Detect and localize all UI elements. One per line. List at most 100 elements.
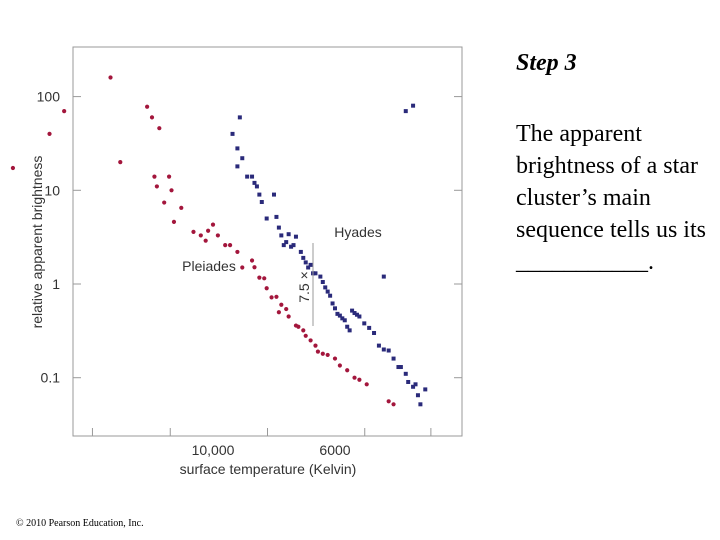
x-tick-label: 6000 bbox=[319, 442, 350, 458]
hyades-point bbox=[354, 312, 359, 317]
hyades-point bbox=[367, 325, 372, 330]
pleiades-point bbox=[391, 402, 396, 407]
pleiades-point bbox=[279, 302, 284, 307]
hyades-point bbox=[276, 225, 281, 230]
pleiades-point bbox=[47, 131, 52, 136]
pleiades-point bbox=[108, 75, 113, 80]
pleiades-point bbox=[352, 375, 357, 380]
hyades-point bbox=[342, 318, 347, 323]
hyades-point bbox=[403, 109, 408, 114]
hyades-point bbox=[345, 324, 350, 329]
pleiades-point bbox=[206, 228, 211, 233]
hyades-point bbox=[281, 243, 286, 248]
hyades-point bbox=[259, 200, 264, 205]
pleiades-point bbox=[286, 314, 291, 319]
hyades-point bbox=[328, 293, 333, 298]
hyades-point bbox=[291, 243, 296, 248]
hyades-point bbox=[257, 192, 262, 197]
pleiades-point bbox=[223, 243, 228, 248]
pleiades-point bbox=[210, 222, 216, 227]
hyades-point bbox=[398, 365, 403, 370]
pleiades-point bbox=[62, 109, 67, 114]
pleiades-point bbox=[257, 275, 262, 280]
hyades-point bbox=[413, 382, 418, 387]
pleiades-point bbox=[303, 333, 308, 338]
pleiades-point bbox=[313, 343, 318, 348]
pleiades-point bbox=[152, 174, 157, 179]
pleiades-point bbox=[154, 184, 159, 189]
hyades-point bbox=[372, 330, 377, 335]
hyades-point bbox=[403, 371, 408, 376]
hyades-point bbox=[376, 343, 381, 348]
x-axis-title: surface temperature (Kelvin) bbox=[180, 461, 357, 477]
hyades-label: Hyades bbox=[334, 224, 381, 240]
hyades-point bbox=[320, 280, 325, 285]
hyades-point bbox=[333, 306, 337, 311]
hyades-point bbox=[352, 311, 357, 316]
pleiades-point bbox=[308, 338, 313, 343]
pleiades-point bbox=[118, 159, 123, 165]
hyades-point bbox=[289, 244, 294, 249]
hyades-point bbox=[250, 174, 255, 179]
hyades-point bbox=[411, 103, 416, 108]
y-axis-title: relative apparent brightness bbox=[29, 156, 45, 329]
hyades-point bbox=[293, 234, 298, 239]
hyades-point bbox=[381, 347, 386, 352]
hyades-point bbox=[235, 146, 240, 151]
offset-annotation: 7.5 × bbox=[296, 271, 312, 303]
hyades-point bbox=[313, 271, 318, 276]
pleiades-point bbox=[320, 351, 325, 356]
hyades-point bbox=[362, 321, 367, 326]
hyades-point bbox=[386, 348, 391, 353]
hyades-point bbox=[340, 316, 345, 321]
hyades-point bbox=[272, 192, 276, 197]
hyades-point bbox=[284, 240, 289, 245]
hyades-point bbox=[423, 387, 428, 392]
y-tick-label: 1 bbox=[52, 276, 60, 292]
pleiades-point bbox=[269, 295, 274, 300]
hyades-point bbox=[254, 184, 259, 189]
hyades-point bbox=[274, 214, 279, 219]
hyades-point bbox=[301, 255, 306, 260]
hyades-point bbox=[357, 314, 362, 319]
step-body-text: The apparent brightness of a star cluste… bbox=[516, 121, 706, 275]
pleiades-point bbox=[203, 238, 208, 243]
pleiades-point bbox=[252, 265, 257, 270]
hyades-point bbox=[411, 384, 416, 389]
pleiades-point bbox=[301, 328, 306, 333]
hyades-point bbox=[286, 232, 291, 237]
pleiades-point bbox=[10, 165, 16, 171]
hyades-point bbox=[330, 301, 335, 306]
hyades-point bbox=[350, 308, 355, 313]
x-tick-label: 10,000 bbox=[192, 442, 235, 458]
pleiades-point bbox=[276, 310, 281, 315]
y-tick-label: 10 bbox=[44, 182, 60, 198]
axis-labels: 0.1 1 10 100 10,000 6000 surface temperature (… bbox=[29, 89, 382, 477]
hyades-point bbox=[335, 311, 340, 316]
hyades-point bbox=[306, 265, 311, 270]
hyades-point bbox=[396, 365, 401, 370]
pleiades-point bbox=[262, 276, 267, 281]
pleiades-point bbox=[364, 382, 369, 387]
hyades-point bbox=[279, 233, 284, 238]
pleiades-point bbox=[145, 104, 150, 109]
pleiades-point bbox=[235, 249, 240, 255]
y-tick-label: 100 bbox=[37, 89, 61, 105]
copyright-notice: © 2010 Pearson Education, Inc. bbox=[16, 518, 144, 529]
pleiades-point bbox=[315, 349, 321, 354]
hyades-point bbox=[264, 216, 269, 221]
pleiades-point bbox=[215, 233, 220, 238]
hyades-point bbox=[298, 249, 303, 254]
pleiades-point bbox=[296, 324, 301, 329]
pleiades-point bbox=[284, 306, 289, 312]
pleiades-point bbox=[332, 356, 338, 361]
hyades-point bbox=[230, 131, 235, 136]
data-points bbox=[10, 75, 428, 407]
hyades-point bbox=[245, 174, 250, 179]
pleiades-point bbox=[386, 399, 391, 404]
pleiades-point bbox=[191, 229, 196, 234]
pleiades-point bbox=[171, 219, 177, 224]
hyades-point bbox=[325, 289, 330, 294]
pleiades-point bbox=[264, 286, 269, 291]
hyades-point bbox=[347, 328, 352, 333]
